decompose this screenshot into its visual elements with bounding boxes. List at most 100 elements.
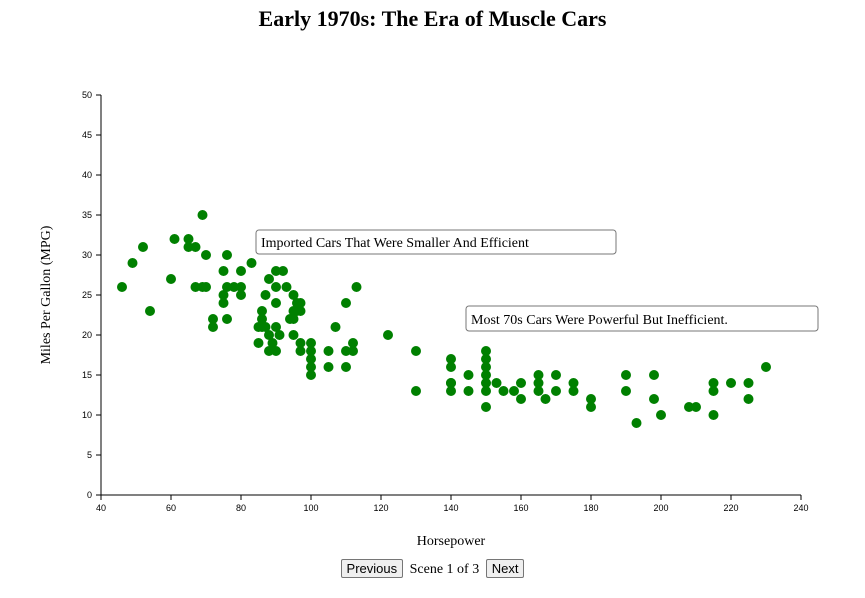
data-point[interactable] bbox=[348, 338, 358, 348]
data-point[interactable] bbox=[649, 370, 659, 380]
data-point[interactable] bbox=[271, 282, 281, 292]
data-point[interactable] bbox=[649, 394, 659, 404]
data-point[interactable] bbox=[498, 386, 509, 396]
data-point[interactable] bbox=[218, 298, 229, 308]
data-point[interactable] bbox=[481, 370, 491, 380]
data-point[interactable] bbox=[208, 322, 218, 332]
data-point[interactable] bbox=[656, 410, 666, 420]
data-point[interactable] bbox=[330, 322, 341, 332]
data-point[interactable] bbox=[117, 282, 127, 292]
data-point[interactable] bbox=[481, 346, 491, 356]
data-point[interactable] bbox=[341, 346, 351, 356]
data-point[interactable] bbox=[761, 362, 771, 372]
data-point[interactable] bbox=[481, 362, 491, 372]
data-point[interactable] bbox=[183, 242, 194, 252]
data-point[interactable] bbox=[446, 354, 456, 364]
data-point[interactable] bbox=[208, 314, 218, 324]
data-point[interactable] bbox=[271, 266, 281, 276]
data-point[interactable] bbox=[481, 354, 491, 364]
data-point[interactable] bbox=[222, 250, 232, 260]
data-point[interactable] bbox=[264, 274, 274, 284]
data-point[interactable] bbox=[236, 282, 246, 292]
data-point[interactable] bbox=[190, 282, 201, 292]
data-point[interactable] bbox=[127, 258, 138, 268]
data-point[interactable] bbox=[446, 378, 456, 388]
data-point[interactable] bbox=[533, 378, 544, 388]
data-point[interactable] bbox=[481, 402, 491, 412]
data-point[interactable] bbox=[631, 418, 642, 428]
data-point[interactable] bbox=[726, 378, 736, 388]
data-point[interactable] bbox=[586, 394, 596, 404]
data-point[interactable] bbox=[348, 346, 358, 356]
data-point[interactable] bbox=[691, 402, 701, 412]
data-point[interactable] bbox=[271, 298, 281, 308]
data-point[interactable] bbox=[288, 314, 299, 324]
data-point[interactable] bbox=[509, 386, 519, 396]
data-point[interactable] bbox=[306, 346, 316, 356]
data-point[interactable] bbox=[621, 370, 631, 380]
data-point[interactable] bbox=[183, 234, 194, 244]
data-point[interactable] bbox=[516, 394, 526, 404]
data-point[interactable] bbox=[166, 274, 176, 284]
data-point[interactable] bbox=[306, 354, 316, 364]
data-point[interactable] bbox=[540, 394, 551, 404]
data-point[interactable] bbox=[278, 266, 288, 276]
data-point[interactable] bbox=[260, 322, 271, 332]
data-point[interactable] bbox=[323, 362, 334, 372]
data-point[interactable] bbox=[463, 386, 474, 396]
data-point[interactable] bbox=[295, 306, 306, 316]
data-point[interactable] bbox=[481, 386, 491, 396]
data-point[interactable] bbox=[323, 346, 334, 356]
data-point[interactable] bbox=[222, 282, 232, 292]
previous-button[interactable]: Previous bbox=[340, 559, 404, 578]
data-point[interactable] bbox=[236, 266, 246, 276]
data-point[interactable] bbox=[264, 330, 274, 340]
data-point[interactable] bbox=[229, 282, 239, 292]
data-point[interactable] bbox=[463, 370, 474, 380]
data-point[interactable] bbox=[411, 346, 421, 356]
data-point[interactable] bbox=[533, 386, 544, 396]
data-point[interactable] bbox=[267, 338, 278, 348]
data-point[interactable] bbox=[271, 346, 281, 356]
data-point[interactable] bbox=[446, 362, 456, 372]
data-point[interactable] bbox=[743, 394, 754, 404]
data-point[interactable] bbox=[145, 306, 155, 316]
data-point[interactable] bbox=[264, 346, 274, 356]
data-point[interactable] bbox=[218, 266, 229, 276]
data-point[interactable] bbox=[295, 338, 306, 348]
data-point[interactable] bbox=[169, 234, 180, 244]
data-point[interactable] bbox=[295, 298, 306, 308]
data-point[interactable] bbox=[222, 314, 232, 324]
data-point[interactable] bbox=[257, 306, 267, 316]
data-point[interactable] bbox=[260, 290, 271, 300]
data-point[interactable] bbox=[306, 362, 316, 372]
data-point[interactable] bbox=[271, 322, 281, 332]
data-point[interactable] bbox=[446, 386, 456, 396]
data-point[interactable] bbox=[281, 282, 292, 292]
data-point[interactable] bbox=[568, 386, 579, 396]
data-point[interactable] bbox=[708, 378, 719, 388]
data-point[interactable] bbox=[621, 386, 631, 396]
data-point[interactable] bbox=[568, 378, 579, 388]
data-point[interactable] bbox=[551, 386, 561, 396]
next-button[interactable]: Next bbox=[485, 559, 525, 578]
data-point[interactable] bbox=[708, 410, 719, 420]
data-point[interactable] bbox=[236, 290, 246, 300]
data-point[interactable] bbox=[253, 338, 264, 348]
data-point[interactable] bbox=[383, 330, 393, 340]
data-point[interactable] bbox=[246, 258, 257, 268]
data-point[interactable] bbox=[411, 386, 421, 396]
data-point[interactable] bbox=[197, 210, 208, 220]
data-point[interactable] bbox=[533, 370, 544, 380]
data-point[interactable] bbox=[743, 378, 754, 388]
data-point[interactable] bbox=[351, 282, 362, 292]
data-point[interactable] bbox=[274, 330, 285, 340]
data-point[interactable] bbox=[516, 378, 526, 388]
data-point[interactable] bbox=[341, 362, 351, 372]
data-point[interactable] bbox=[491, 378, 502, 388]
data-point[interactable] bbox=[551, 370, 561, 380]
data-point[interactable] bbox=[201, 282, 211, 292]
data-point[interactable] bbox=[138, 242, 148, 252]
data-point[interactable] bbox=[341, 298, 351, 308]
data-point[interactable] bbox=[257, 314, 267, 324]
